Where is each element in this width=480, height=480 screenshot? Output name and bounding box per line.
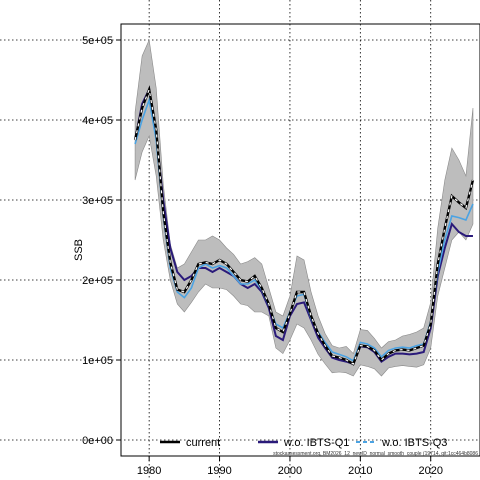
x-tick-label: 2010 <box>348 465 372 477</box>
x-tick-label: 2020 <box>418 465 442 477</box>
series-line-wo-ibts-q1 <box>134 86 473 366</box>
y-tick-label: 4e+05 <box>82 115 113 127</box>
x-tick-label: 1980 <box>137 465 161 477</box>
footnote: stockassessment.org, BM2026_12_newID_nor… <box>273 451 478 457</box>
confidence-band <box>134 38 474 377</box>
series-layer <box>133 85 475 366</box>
legend-label: w.o. IBTS-Q3 <box>381 437 447 449</box>
x-axis: 1980 1990 2000 2010 2020 <box>137 455 443 477</box>
x-tick-label: 2000 <box>278 465 302 477</box>
y-tick-label: 5e+05 <box>82 35 113 47</box>
y-tick-label: 3e+05 <box>82 195 113 207</box>
legend: current w.o. IBTS-Q1 w.o. IBTS-Q3 <box>160 437 447 449</box>
y-axis: 0e+00 1e+05 2e+05 3e+05 4e+05 5e+05 <box>82 35 121 447</box>
y-tick-label: 1e+05 <box>82 355 113 367</box>
y-axis-title: SSB <box>73 239 85 261</box>
legend-label: w.o. IBTS-Q1 <box>283 437 349 449</box>
y-tick-label: 2e+05 <box>82 275 113 287</box>
series-line-current <box>133 85 475 366</box>
legend-label: current <box>186 437 220 449</box>
confidence-band-layer <box>134 38 474 377</box>
x-tick-label: 1990 <box>207 465 231 477</box>
y-tick-label: 0e+00 <box>82 435 113 447</box>
